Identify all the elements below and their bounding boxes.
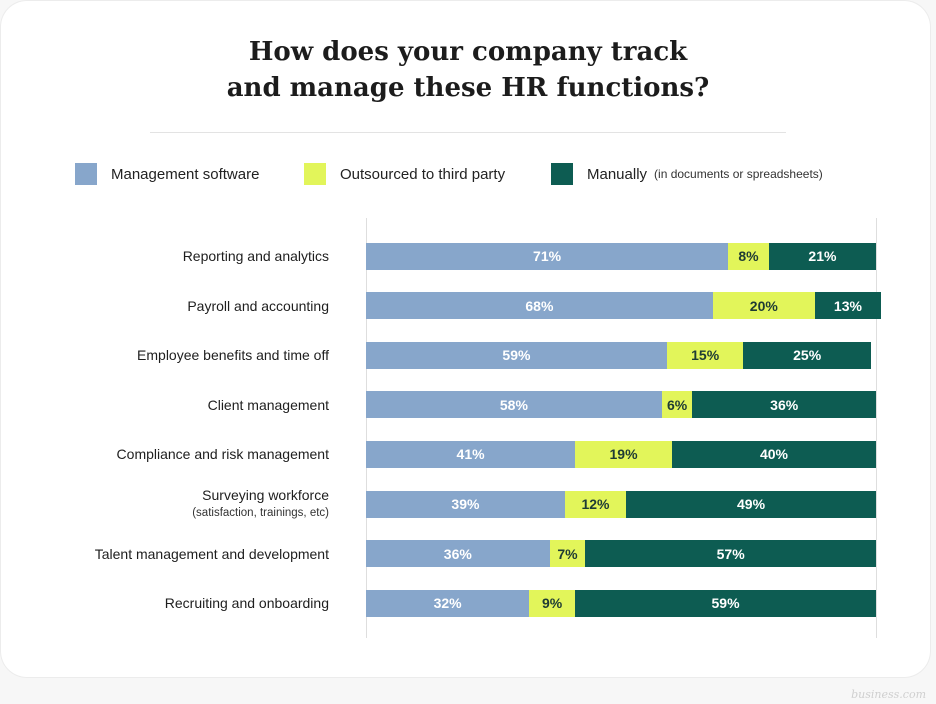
bar-value-label: 7% xyxy=(557,545,578,562)
category-label-text: Recruiting and onboarding xyxy=(164,595,329,612)
category-label-text: Talent management and development xyxy=(94,545,329,562)
bar-value-label: 59% xyxy=(711,595,740,612)
bar-value-label: 9% xyxy=(542,595,563,612)
bar-value-label: 39% xyxy=(451,496,480,512)
bar-segment: 7% xyxy=(549,540,586,568)
bar-value-label: 32% xyxy=(433,595,462,612)
legend-swatch-manually xyxy=(551,163,573,185)
bar-segment: 13% xyxy=(814,292,882,320)
bar-segment: 49% xyxy=(626,490,876,518)
bar-value-label: 36% xyxy=(443,545,472,562)
bar-segment: 12% xyxy=(564,490,627,518)
bar-value-label: 15% xyxy=(691,347,720,364)
bar-value-label: 71% xyxy=(533,248,562,264)
category-label: Talent management and development xyxy=(95,545,329,563)
title-divider xyxy=(150,132,786,133)
category-label: Client management xyxy=(208,396,329,414)
category-label-subtext: (satisfaction, trainings, etc) xyxy=(192,507,329,519)
bar-value-label: 25% xyxy=(793,347,822,364)
bar-value-label: 58% xyxy=(499,396,528,413)
legend-label-outsourced: Outsourced to third party xyxy=(340,165,506,183)
bar-value-label: 36% xyxy=(770,396,799,413)
legend-swatch-outsourced xyxy=(304,163,326,185)
category-label: Compliance and risk management xyxy=(117,445,329,463)
legend-item-management-software: Management software xyxy=(75,162,259,186)
category-label-text: Employee benefits and time off xyxy=(137,347,329,364)
bar-segment: 36% xyxy=(366,540,550,568)
legend-item-manually: Manually (in documents or spreadsheets) xyxy=(551,162,823,186)
bar-value-label: 41% xyxy=(456,446,485,463)
bar-segment: 36% xyxy=(692,391,876,419)
bar-segment: 41% xyxy=(366,440,576,468)
category-label-text: Payroll and accounting xyxy=(187,297,329,314)
bar-segment: 15% xyxy=(666,341,744,369)
bar-value-label: 40% xyxy=(759,446,789,463)
legend-swatch-management-software xyxy=(75,163,97,185)
bar-segment: 59% xyxy=(575,589,876,617)
chart-title-line-1: How does your company track xyxy=(248,37,688,67)
legend-item-outsourced: Outsourced to third party xyxy=(304,162,505,186)
bar-segment: 32% xyxy=(366,589,530,617)
legend-label-management-software: Management software xyxy=(111,165,260,183)
category-label: Surveying workforce (satisfaction, traini… xyxy=(192,486,329,522)
category-label-text: Compliance and risk management xyxy=(116,446,329,463)
bar-segment: 21% xyxy=(768,242,876,270)
bar-value-label: 6% xyxy=(666,396,688,413)
bar-segment: 59% xyxy=(366,341,667,369)
bar-segment: 20% xyxy=(712,292,815,320)
bar-value-label: 8% xyxy=(738,248,759,264)
bar-value-label: 21% xyxy=(808,248,837,264)
bar-value-label: 13% xyxy=(833,297,862,314)
bar-value-label: 59% xyxy=(502,347,531,364)
bar-segment: 57% xyxy=(585,540,876,568)
bar-value-label: 12% xyxy=(581,496,610,512)
bar-value-label: 57% xyxy=(716,545,745,562)
category-label: Payroll and accounting xyxy=(187,297,329,315)
watermark: business.com xyxy=(851,688,926,701)
category-label: Employee benefits and time off xyxy=(137,346,329,364)
bar-segment: 58% xyxy=(366,391,662,419)
category-label-text: Client management xyxy=(207,396,329,413)
bar-value-label: 20% xyxy=(749,297,778,314)
bar-segment: 25% xyxy=(743,341,871,369)
bar-segment: 19% xyxy=(575,440,672,468)
bar-segment: 71% xyxy=(366,242,729,270)
category-label: Recruiting and onboarding xyxy=(165,594,329,612)
bar-segment: 8% xyxy=(728,242,769,270)
chart-title: How does your company track and manage t… xyxy=(0,34,936,106)
bar-value-label: 68% xyxy=(525,297,554,314)
bar-segment: 40% xyxy=(672,440,876,468)
legend-label-manually: Manually xyxy=(587,165,648,183)
axis-line-left xyxy=(366,218,367,638)
chart-title-line-2: and manage these HR functions? xyxy=(226,73,710,103)
category-label-text: Reporting and analytics xyxy=(182,248,329,264)
bar-value-label: 49% xyxy=(737,496,766,512)
bar-segment: 68% xyxy=(366,292,713,320)
bar-value-label: 19% xyxy=(609,446,638,463)
legend-note-manually: (in documents or spreadsheets) xyxy=(654,167,823,181)
axis-line-right xyxy=(876,218,877,638)
bar-segment: 9% xyxy=(529,589,576,617)
bar-segment: 39% xyxy=(366,490,565,518)
category-label-text: Surveying workforce xyxy=(202,487,329,503)
bar-segment: 6% xyxy=(661,391,693,419)
category-label: Reporting and analytics xyxy=(183,247,329,265)
